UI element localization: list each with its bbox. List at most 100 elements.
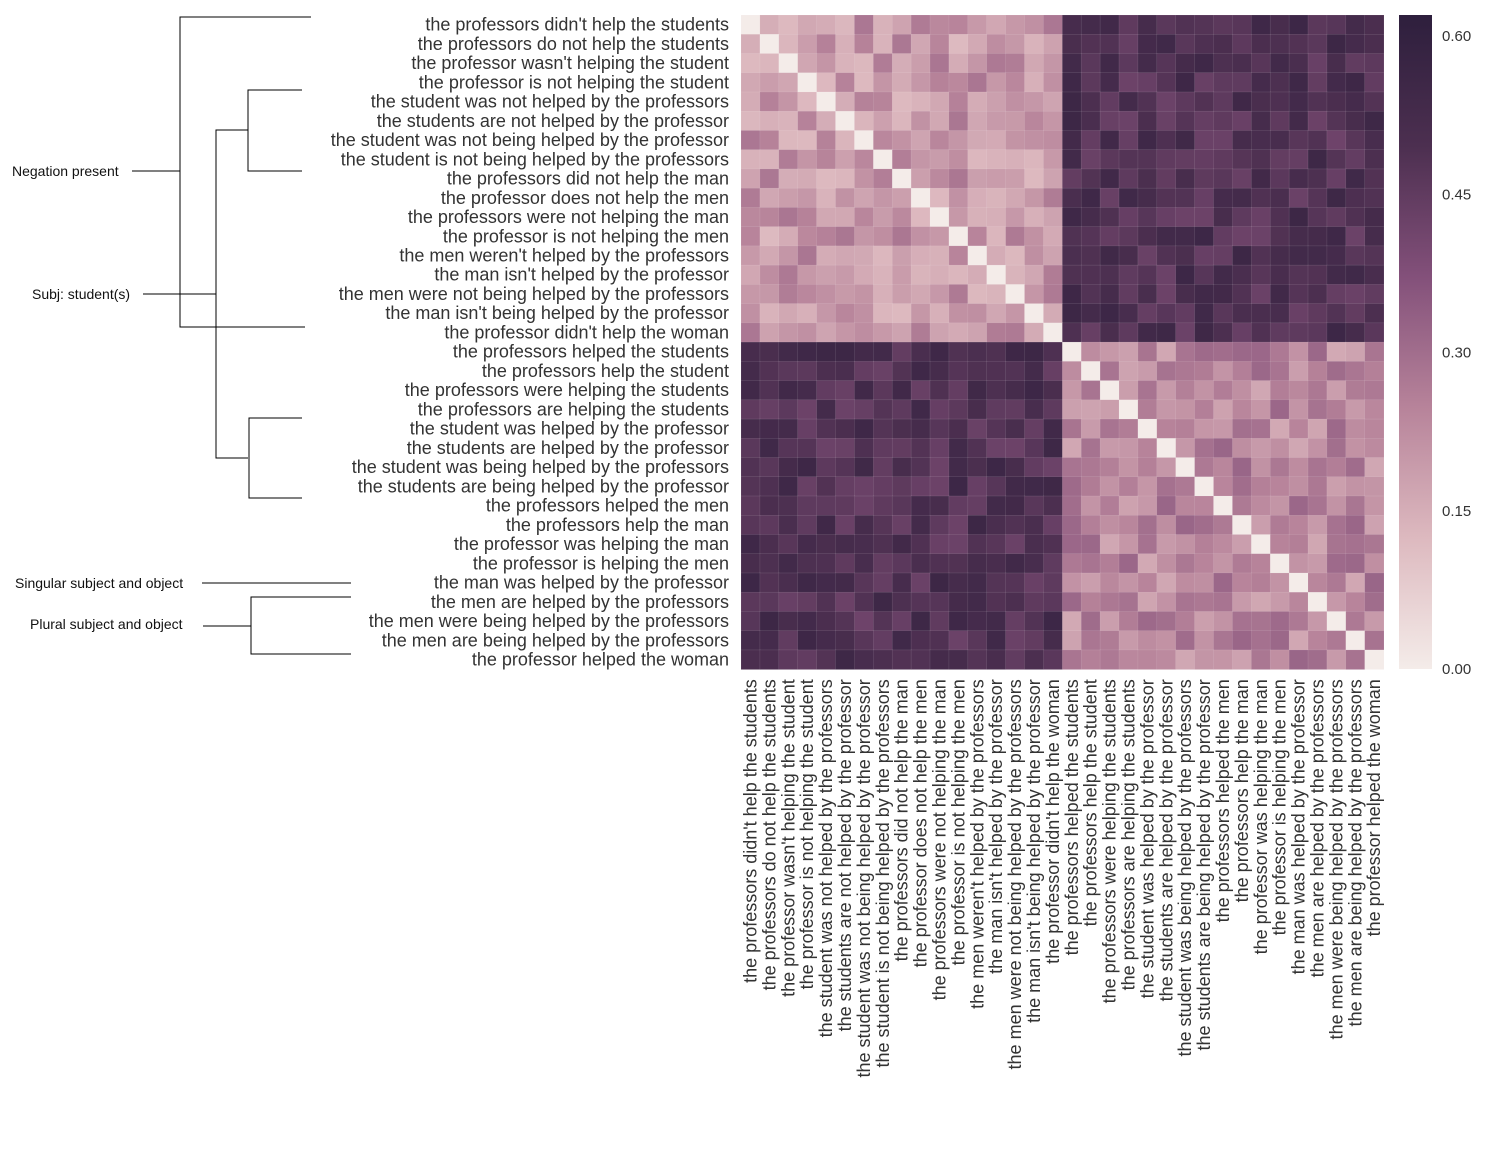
heatmap-cell (986, 514, 1007, 536)
row-label: the men were being helped by the profess… (369, 611, 729, 631)
heatmap-cell (1213, 207, 1234, 228)
heatmap-cell (778, 207, 799, 228)
heatmap-cell (1062, 534, 1082, 555)
heatmap-cell (1232, 245, 1252, 266)
heatmap-cell (1251, 226, 1271, 247)
heatmap-cell (1118, 14, 1139, 35)
heatmap-cell (1345, 476, 1366, 497)
heatmap-cell (1043, 226, 1063, 247)
heatmap-cell (891, 649, 912, 670)
heatmap-cell (1043, 495, 1063, 516)
heatmap-cell (967, 514, 988, 536)
heatmap-cell (948, 649, 969, 670)
heatmap-cell (967, 495, 988, 516)
heatmap-cell (1005, 418, 1026, 439)
heatmap-cell (854, 341, 874, 362)
heatmap-cell (891, 168, 912, 189)
heatmap-cell (1251, 514, 1271, 536)
heatmap-cell (1156, 53, 1177, 74)
heatmap-cell (1269, 322, 1290, 343)
heatmap-cell (910, 649, 931, 670)
heatmap-cell (1345, 303, 1366, 324)
row-label: the professors were helping the students (405, 380, 729, 400)
heatmap-cells (740, 14, 1385, 670)
heatmap-cell (797, 14, 818, 35)
heatmap-cell (1156, 130, 1177, 151)
column-label: the professors were not helping the man (930, 679, 950, 1000)
heatmap-cell (797, 303, 818, 324)
heatmap-cell (854, 72, 874, 93)
heatmap-cell (854, 168, 874, 189)
heatmap-cell (1005, 630, 1026, 651)
heatmap-cell (929, 207, 950, 228)
row-label: the student was being helped by the prof… (352, 457, 729, 477)
heatmap-cell (929, 322, 950, 343)
heatmap-cell (1043, 33, 1063, 55)
row-label: the students are not helped by the profe… (377, 111, 729, 131)
heatmap-cell (1137, 361, 1158, 382)
heatmap-cell (1251, 649, 1271, 670)
heatmap-cell (1080, 495, 1101, 516)
heatmap-cell (1080, 245, 1101, 266)
heatmap-cell (1175, 72, 1196, 93)
heatmap-cell (1269, 591, 1290, 613)
annotation-plural: Plural subject and object (30, 616, 183, 632)
heatmap-cell (891, 591, 912, 613)
heatmap-cell (986, 264, 1007, 286)
heatmap-cell (835, 649, 856, 670)
row-label: the men are being helped by the professo… (382, 630, 729, 650)
heatmap-cell (797, 611, 818, 632)
heatmap-cell (1307, 130, 1328, 151)
heatmap-cell (759, 322, 780, 343)
heatmap-cell (759, 245, 780, 266)
heatmap-cell (1364, 168, 1385, 189)
heatmap-cell (967, 418, 988, 439)
colorbar (1399, 15, 1432, 669)
heatmap-cell (854, 187, 874, 209)
heatmap-cell (929, 33, 950, 55)
heatmap-cell (1156, 226, 1177, 247)
heatmap-cell (1118, 438, 1139, 459)
heatmap-cell (778, 476, 799, 497)
heatmap-cell (873, 130, 893, 151)
column-label: the men are being helped by the professo… (1345, 679, 1365, 1026)
heatmap-cell (740, 438, 761, 459)
column-label: the man isn't helped by the professor (986, 679, 1006, 974)
column-label: the student was not helped by the profes… (816, 679, 836, 1037)
heatmap-cell (816, 53, 837, 74)
row-label: the professor wasn't helping the student (411, 53, 729, 73)
heatmap-cell (1213, 476, 1234, 497)
heatmap-cell (1156, 361, 1177, 382)
heatmap-cell (1307, 438, 1328, 459)
heatmap-cell (816, 476, 837, 497)
heatmap-cell (1137, 399, 1158, 420)
bracket-plural (250, 596, 351, 655)
heatmap-cell (1251, 284, 1271, 305)
heatmap-cell (816, 130, 837, 151)
heatmap-cell (1364, 572, 1385, 593)
heatmap-cell (891, 476, 912, 497)
heatmap-cell (740, 476, 761, 497)
heatmap-cell (1062, 187, 1082, 209)
heatmap-cell (1175, 187, 1196, 209)
heatmap-cell (1005, 438, 1026, 459)
heatmap-cell (873, 187, 893, 209)
row-label: the students are helped by the professor (407, 438, 729, 458)
heatmap-cell (1099, 53, 1120, 74)
heatmap-cell (1099, 399, 1120, 420)
heatmap-cell (1137, 110, 1158, 132)
heatmap-cell (1080, 72, 1101, 93)
heatmap-cell (1043, 264, 1063, 286)
heatmap-cell (1099, 264, 1120, 286)
heatmap-cell (1099, 438, 1120, 459)
heatmap-cell (1307, 553, 1328, 574)
row-label: the professors helped the men (486, 496, 729, 516)
heatmap-cell (1156, 457, 1177, 478)
heatmap-cell (759, 226, 780, 247)
heatmap-cell (1175, 168, 1196, 189)
heatmap-cell (1307, 245, 1328, 266)
heatmap-cell (1213, 418, 1234, 439)
heatmap-cell (1288, 72, 1309, 93)
heatmap-cell (929, 264, 950, 286)
heatmap-cell (1213, 14, 1234, 35)
